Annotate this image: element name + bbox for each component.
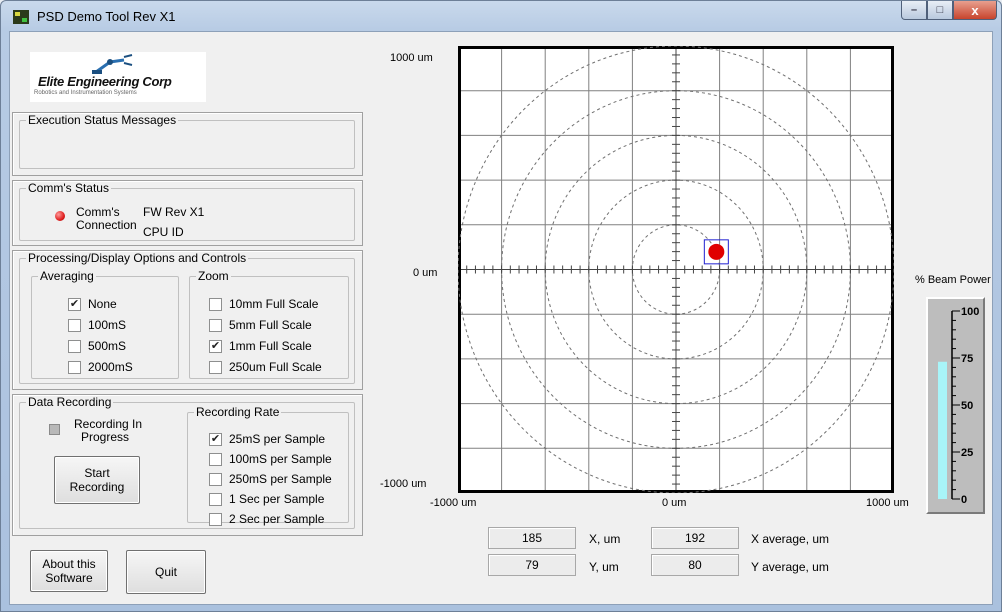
title-bar[interactable]: PSD Demo Tool Rev X1 – □ x bbox=[1, 1, 1001, 31]
y-value-label: Y, um bbox=[589, 560, 619, 574]
logo-text: Elite Engineering Corp bbox=[38, 74, 172, 89]
spot-marker bbox=[708, 243, 725, 260]
x-axis-min-label: -1000 um bbox=[430, 497, 477, 509]
comms-connection-label-1: Comm's bbox=[76, 205, 120, 219]
beam-power-title: % Beam Power bbox=[915, 274, 991, 286]
y-average-readout: 80 bbox=[651, 554, 739, 576]
rate-2sec-checkbox[interactable]: 2 Sec per Sample bbox=[209, 512, 324, 526]
fw-rev-text: FW Rev X1 bbox=[143, 205, 205, 219]
zoom-5mm-checkbox[interactable]: 5mm Full Scale bbox=[209, 318, 312, 332]
plot-crosshair bbox=[461, 49, 891, 490]
recording-label-2: Progress bbox=[81, 430, 130, 444]
comms-connection-led bbox=[55, 211, 65, 221]
y-axis-zero-label: 0 um bbox=[413, 267, 438, 279]
comms-status-title: Comm's Status bbox=[28, 181, 109, 195]
robot-arm-icon bbox=[92, 54, 133, 74]
averaging-group: Averaging bbox=[31, 269, 179, 379]
execution-status-panel: Execution Status Messages bbox=[12, 112, 363, 176]
comms-connection-label-2: Connection bbox=[76, 218, 137, 232]
zoom-title: Zoom bbox=[198, 269, 229, 283]
window-title: PSD Demo Tool Rev X1 bbox=[37, 9, 176, 24]
company-logo: Elite Engineering Corp Robotics and Inst… bbox=[30, 52, 206, 102]
comms-status-panel: Comm's Status Comm's Connection FW Rev X… bbox=[12, 180, 363, 246]
check-icon: ✔ bbox=[68, 297, 81, 311]
maximize-icon: □ bbox=[936, 4, 944, 16]
x-average-readout: 192 bbox=[651, 527, 739, 549]
recording-label-1: Recording In bbox=[74, 417, 143, 431]
maximize-button[interactable]: □ bbox=[927, 1, 953, 20]
y-axis-max-label: 1000 um bbox=[390, 52, 433, 64]
beam-power-tick-label: 25 bbox=[961, 447, 973, 459]
check-icon: ✔ bbox=[209, 432, 222, 446]
rate-100ms-checkbox[interactable]: 100mS per Sample bbox=[209, 452, 332, 466]
quit-button[interactable]: Quit bbox=[126, 550, 206, 594]
logo-tagline: Robotics and Instrumentation Systems bbox=[34, 90, 137, 96]
minimize-button[interactable]: – bbox=[901, 1, 927, 20]
beam-power-tick-label: 50 bbox=[961, 400, 973, 412]
execution-status-title: Execution Status Messages bbox=[28, 113, 177, 127]
about-software-button[interactable]: About this Software bbox=[30, 550, 108, 592]
minimize-icon: – bbox=[910, 4, 918, 16]
zoom-250um-checkbox[interactable]: 250um Full Scale bbox=[209, 360, 322, 374]
x-value-readout: 185 bbox=[488, 527, 576, 549]
x-value-label: X, um bbox=[589, 532, 621, 546]
y-axis-min-label: -1000 um bbox=[380, 478, 427, 490]
recording-indicator bbox=[49, 424, 60, 435]
close-button[interactable]: x bbox=[953, 1, 997, 20]
averaging-none-checkbox[interactable]: ✔ None bbox=[68, 297, 117, 311]
zoom-1mm-checkbox[interactable]: ✔ 1mm Full Scale bbox=[209, 339, 312, 353]
rate-1sec-checkbox[interactable]: 1 Sec per Sample bbox=[209, 492, 324, 506]
averaging-500ms-checkbox[interactable]: 500mS bbox=[68, 339, 126, 353]
beam-power-tick-label: 0 bbox=[961, 494, 967, 506]
x-axis-zero-label: 0 um bbox=[662, 497, 687, 509]
x-axis-max-label: 1000 um bbox=[866, 497, 909, 509]
client-area: Elite Engineering Corp Robotics and Inst… bbox=[9, 31, 993, 605]
start-recording-button[interactable]: Start Recording bbox=[54, 456, 140, 504]
processing-panel: Processing/Display Options and Controls … bbox=[12, 250, 363, 390]
check-icon: ✔ bbox=[209, 339, 222, 353]
recording-rate-title: Recording Rate bbox=[196, 405, 280, 419]
x-average-label: X average, um bbox=[751, 532, 830, 546]
averaging-2000ms-checkbox[interactable]: 2000mS bbox=[68, 360, 133, 374]
cpu-id-text: CPU ID bbox=[143, 225, 184, 239]
averaging-100ms-checkbox[interactable]: 100mS bbox=[68, 318, 126, 332]
processing-title: Processing/Display Options and Controls bbox=[28, 251, 247, 265]
beam-power-tick-label: 100 bbox=[961, 306, 979, 318]
rate-250ms-checkbox[interactable]: 250mS per Sample bbox=[209, 472, 332, 486]
close-icon: x bbox=[971, 2, 979, 18]
y-value-readout: 79 bbox=[488, 554, 576, 576]
beam-power-scale: 100 75 50 25 0 bbox=[938, 306, 979, 506]
zoom-group: Zoom bbox=[189, 269, 349, 379]
beam-spot bbox=[703, 239, 729, 265]
beam-power-bar bbox=[938, 361, 947, 499]
app-icon bbox=[13, 10, 29, 24]
beam-power-gauge: 100 75 50 25 0 bbox=[926, 297, 985, 514]
zoom-10mm-checkbox[interactable]: 10mm Full Scale bbox=[209, 297, 318, 311]
averaging-title: Averaging bbox=[40, 269, 94, 283]
data-recording-panel: Data Recording Recording In Progress Sta… bbox=[12, 394, 363, 536]
spot-target-box bbox=[703, 239, 729, 265]
recording-rate-group: Recording Rate bbox=[187, 405, 349, 523]
rate-25ms-checkbox[interactable]: ✔ 25mS per Sample bbox=[209, 432, 326, 446]
data-recording-title: Data Recording bbox=[28, 395, 112, 409]
beam-power-tick-label: 75 bbox=[961, 353, 973, 365]
y-average-label: Y average, um bbox=[751, 560, 829, 574]
position-plot[interactable] bbox=[458, 46, 894, 493]
